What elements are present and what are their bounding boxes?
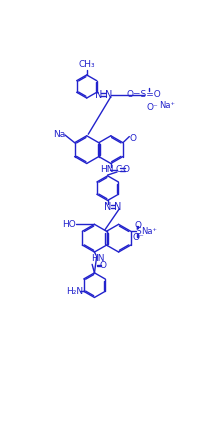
Text: HN: HN xyxy=(92,254,105,263)
Text: O: O xyxy=(100,261,106,270)
Text: Na⁺: Na⁺ xyxy=(141,227,157,236)
Text: O=S=O: O=S=O xyxy=(127,90,161,99)
Text: HO: HO xyxy=(62,220,76,229)
Text: N: N xyxy=(104,202,111,212)
Text: Na: Na xyxy=(53,130,65,139)
Text: C: C xyxy=(116,165,122,174)
Text: HN: HN xyxy=(100,165,114,174)
Text: N: N xyxy=(105,89,112,99)
Text: N: N xyxy=(114,202,121,212)
Text: CH₃: CH₃ xyxy=(78,60,95,70)
Text: O: O xyxy=(135,221,142,229)
Text: N: N xyxy=(95,89,102,99)
Text: Na⁺: Na⁺ xyxy=(159,101,175,110)
Text: O: O xyxy=(130,133,137,143)
Text: S: S xyxy=(136,227,141,236)
Text: O⁻: O⁻ xyxy=(147,103,159,112)
Text: H₂N: H₂N xyxy=(66,287,83,296)
Text: O⁻: O⁻ xyxy=(133,233,144,242)
Text: O: O xyxy=(123,165,130,174)
